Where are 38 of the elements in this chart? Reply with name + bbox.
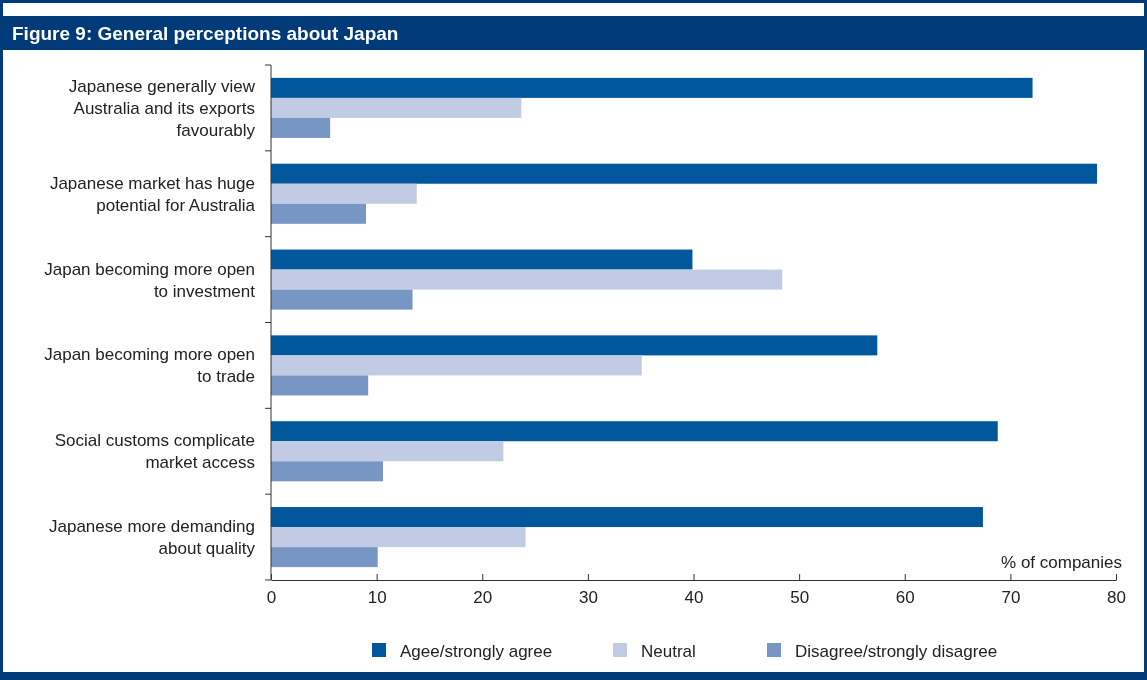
bar xyxy=(271,375,369,396)
bar xyxy=(271,289,413,310)
bar xyxy=(271,249,693,270)
x-tick-label: 0 xyxy=(266,588,277,608)
bar xyxy=(271,117,331,138)
bar xyxy=(271,355,642,376)
x-tick-label: 70 xyxy=(1001,588,1021,608)
chart-title: Figure 9: General perceptions about Japan xyxy=(12,23,399,44)
y-tick-label: Japan becoming more open to trade xyxy=(44,345,255,387)
y-tick-label: Japanese market has huge potential for Australia xyxy=(49,173,256,215)
legend-label: Disagree/strongly disagree xyxy=(795,642,998,661)
bar xyxy=(271,335,878,356)
legend-label: Neutral xyxy=(641,642,696,661)
x-tick-label: 50 xyxy=(790,588,810,608)
y-tick-label: Japanese generally view Australia and its exports favourably xyxy=(68,76,256,140)
bar xyxy=(271,183,417,204)
x-tick-label: 40 xyxy=(684,588,704,608)
legend-label: Agee/strongly agree xyxy=(400,642,553,661)
x-tick-label: 60 xyxy=(895,588,915,608)
bar xyxy=(271,97,522,118)
bar xyxy=(271,547,378,568)
x-axis-title: % of companies xyxy=(1001,553,1122,572)
y-tick-label: Japan becoming more open to investment xyxy=(44,259,256,301)
x-tick-label: 10 xyxy=(367,588,387,608)
y-tick-label: Japanese more demanding about quality xyxy=(48,517,256,559)
x-tick-label: 20 xyxy=(473,588,493,608)
y-tick-label: Social customs complicate market access xyxy=(54,431,255,473)
bar xyxy=(271,527,526,548)
bar xyxy=(271,163,1097,184)
x-tick-label: 30 xyxy=(578,588,598,608)
bar xyxy=(271,507,983,528)
bar xyxy=(271,269,783,290)
bar xyxy=(271,461,383,482)
bar xyxy=(271,441,504,462)
bar xyxy=(271,421,998,442)
bar xyxy=(271,203,367,224)
bar xyxy=(271,77,1033,98)
x-tick-label: 80 xyxy=(1107,588,1126,608)
